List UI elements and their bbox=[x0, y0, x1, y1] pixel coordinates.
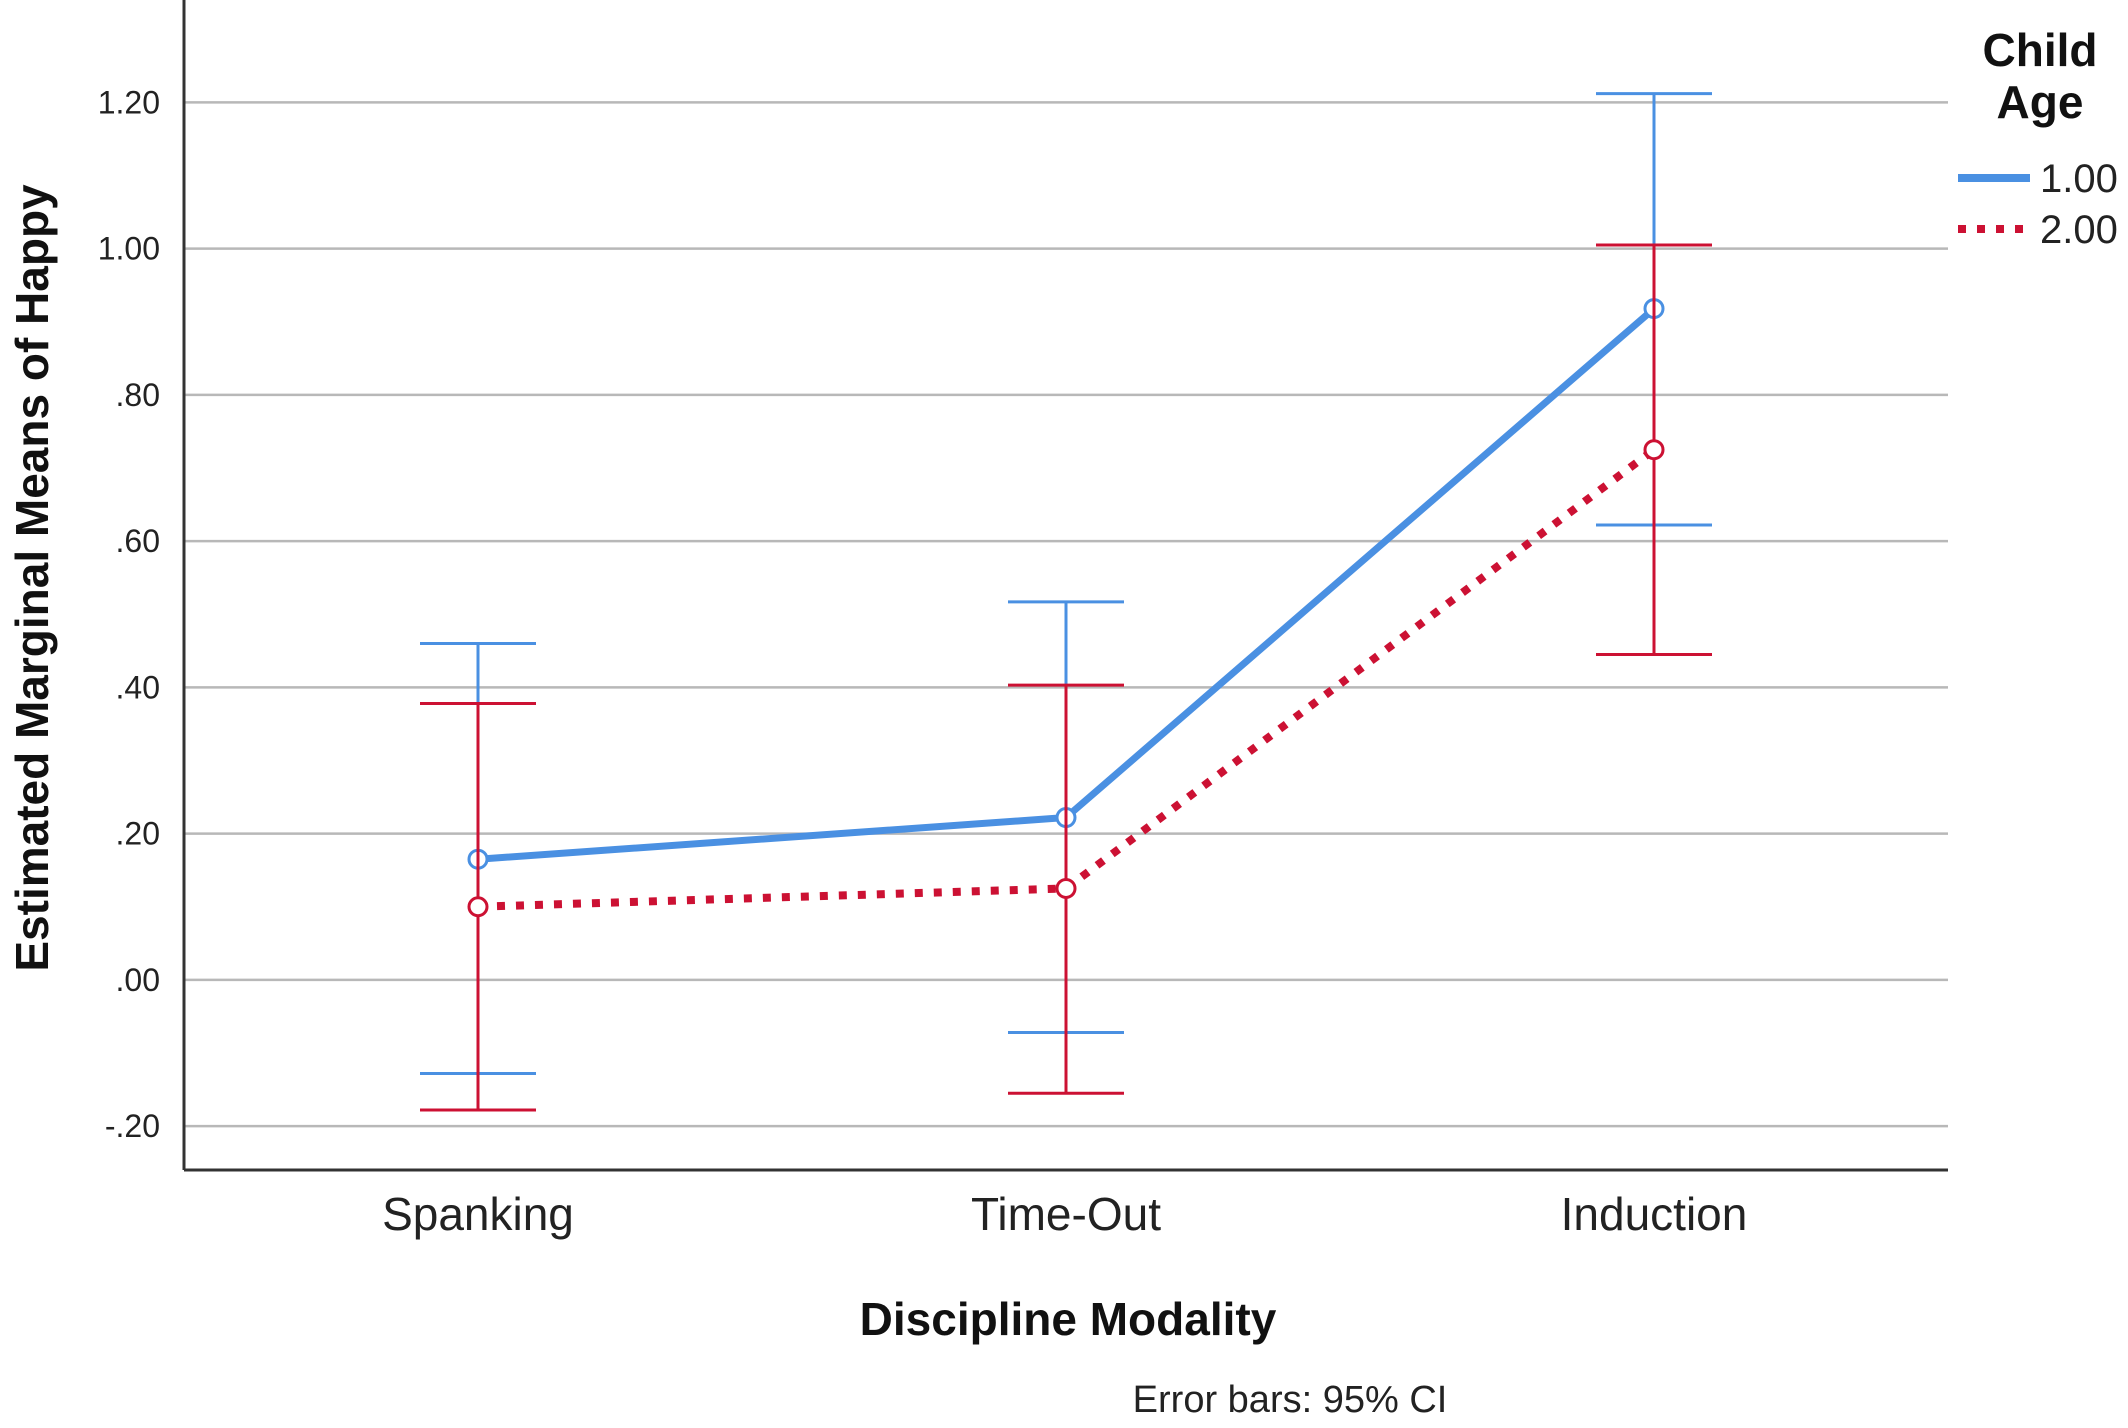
series-layer bbox=[420, 92, 1712, 1112]
y-tick-label: -.20 bbox=[105, 1108, 160, 1144]
y-tick-label: .60 bbox=[116, 523, 160, 559]
y-tick-label: .80 bbox=[116, 377, 160, 413]
footnote: Error bars: 95% CI bbox=[1133, 1379, 1448, 1421]
legend-items: 1.00 2.00 bbox=[1958, 157, 2118, 252]
legend: Child Age 1.00 2.00 bbox=[1958, 24, 2118, 252]
y-tick-label: 1.00 bbox=[98, 231, 160, 267]
y-axis-title: Estimated Marginal Means of Happy bbox=[6, 184, 58, 972]
legend-title-line-1: Child bbox=[1983, 24, 2098, 76]
series-2 bbox=[420, 243, 1712, 1112]
y-tick-labels: -.20 .00 .20 .40 .60 .80 1.00 1.20 bbox=[98, 84, 160, 1144]
axes bbox=[182, 0, 1948, 1172]
series-line bbox=[477, 446, 1657, 911]
x-category-labels: Spanking Time-Out Induction bbox=[382, 1188, 1747, 1240]
data-point bbox=[467, 896, 489, 918]
x-category-label: Spanking bbox=[382, 1188, 574, 1240]
data-point bbox=[1643, 439, 1665, 461]
y-tick-label: .20 bbox=[116, 816, 160, 852]
x-category-label: Induction bbox=[1561, 1188, 1748, 1240]
y-tick-label: .40 bbox=[116, 669, 160, 705]
x-axis-title: Discipline Modality bbox=[860, 1293, 1277, 1345]
data-point bbox=[1055, 877, 1077, 899]
legend-label: 2.00 bbox=[2040, 208, 2118, 252]
y-tick-label: 1.20 bbox=[98, 84, 160, 120]
x-category-label: Time-Out bbox=[971, 1188, 1161, 1240]
y-tick-label: .00 bbox=[116, 962, 160, 998]
legend-title-line-2: Age bbox=[1997, 76, 2084, 128]
legend-label: 1.00 bbox=[2040, 157, 2118, 201]
